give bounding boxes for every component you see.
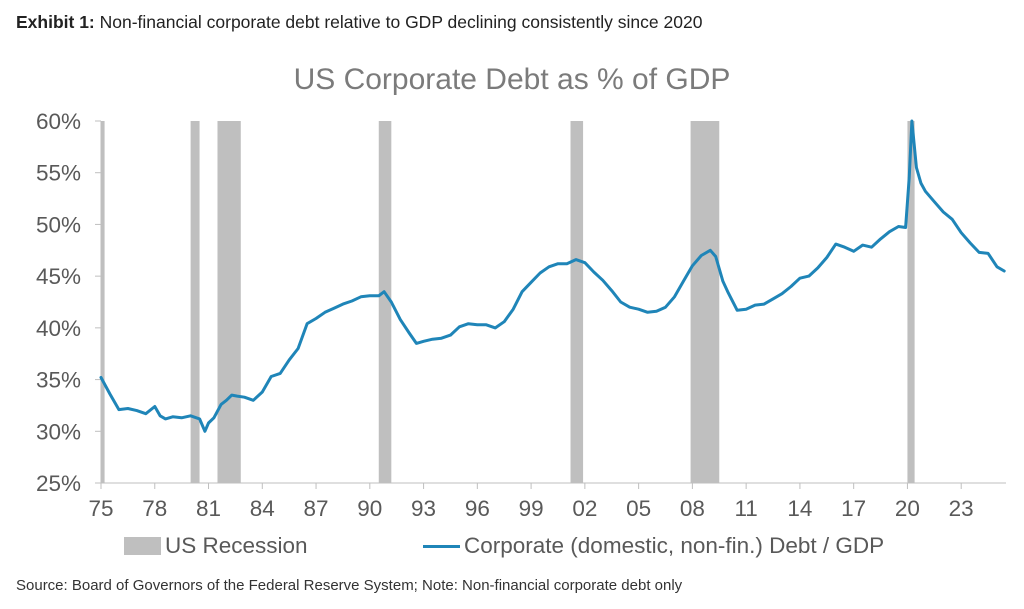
recession-band-6 — [907, 121, 915, 483]
x-tick-label-10: 05 — [626, 496, 651, 521]
x-tick-label-11: 08 — [680, 496, 705, 521]
x-tick-label-6: 93 — [411, 496, 436, 521]
exhibit-label: Exhibit 1: — [16, 12, 95, 32]
x-tick-label-8: 99 — [519, 496, 544, 521]
exhibit-text: Non-financial corporate debt relative to… — [94, 12, 703, 32]
exhibit-caption: Exhibit 1: Non-financial corporate debt … — [16, 12, 702, 33]
x-tick-label-0: 75 — [88, 496, 113, 521]
x-tick-label-13: 14 — [787, 496, 812, 521]
recession-band-1 — [190, 121, 200, 483]
recession-band-3 — [378, 121, 392, 483]
x-tick-label-4: 87 — [304, 496, 329, 521]
x-tick-label-3: 84 — [250, 496, 275, 521]
recession-band-5 — [690, 121, 720, 483]
line-chart: 25% 30% 35% 40% 45% 50% 55% 60% 75 78 81 84 87 90 93 96… — [36, 109, 1006, 521]
x-tick-label-2: 81 — [196, 496, 221, 521]
recession-band-4 — [570, 121, 584, 483]
legend-item-recession: US Recession — [124, 533, 308, 559]
debt-line-swatch — [423, 544, 460, 548]
x-tick-label-12: 11 — [734, 496, 757, 521]
x-tick-label-7: 96 — [465, 496, 490, 521]
chart-title: US Corporate Debt as % of GDP — [293, 63, 731, 96]
x-tick-label-1: 78 — [142, 496, 167, 521]
series-line-0 — [99, 119, 1006, 433]
y-tick-label-7: 60% — [36, 109, 81, 134]
recession-band-2 — [217, 121, 241, 483]
y-tick-label-1: 30% — [36, 419, 81, 444]
y-tick-label-5: 50% — [36, 212, 81, 237]
recession-band-0 — [101, 121, 105, 483]
y-tick-label-3: 40% — [36, 316, 81, 341]
y-tick-label-6: 55% — [36, 161, 81, 186]
source-note: Source: Board of Governors of the Federa… — [16, 577, 683, 594]
x-tick-label-5: 90 — [357, 496, 382, 521]
x-tick-label-15: 20 — [895, 496, 920, 521]
legend-label-recession: US Recession — [165, 533, 308, 558]
legend-item-debt: Corporate (domestic, non-fin.) Debt / GD… — [423, 533, 884, 559]
y-tick-label-0: 25% — [36, 471, 81, 496]
x-tick-label-14: 17 — [841, 496, 866, 521]
chart-legend: US Recession Corporate (domestic, non-fi… — [0, 533, 1024, 563]
legend-label-debt: Corporate (domestic, non-fin.) Debt / GD… — [464, 533, 885, 558]
recession-swatch — [124, 537, 161, 555]
x-tick-label-16: 23 — [949, 496, 974, 521]
y-tick-label-4: 45% — [36, 264, 81, 289]
y-tick-label-2: 35% — [36, 368, 81, 393]
x-tick-label-9: 02 — [572, 496, 597, 521]
